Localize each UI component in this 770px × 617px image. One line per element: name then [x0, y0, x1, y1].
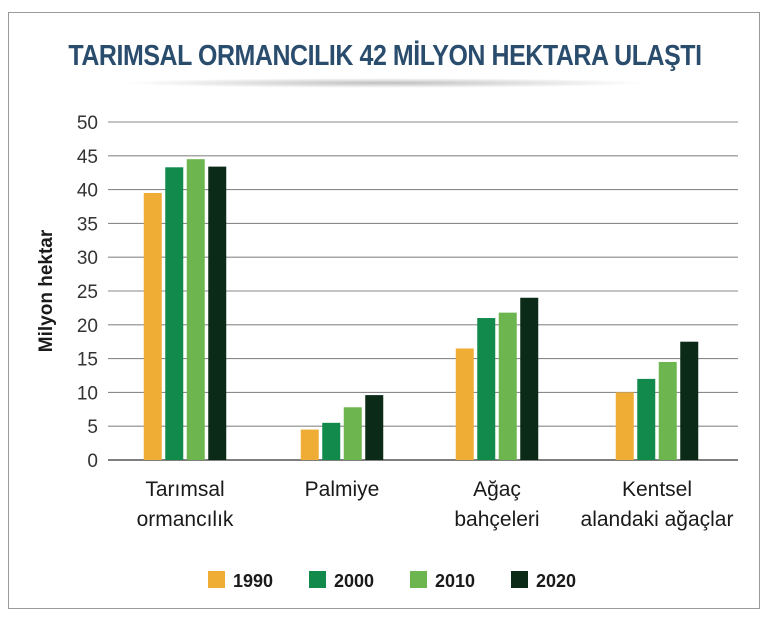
- bar-2010: [186, 159, 205, 460]
- bars: [143, 159, 699, 461]
- category-labels: Tarımsal ormancılık Palmiye Ağaç bahçeleri Ke…: [137, 478, 734, 531]
- legend-swatch-2020: [511, 571, 528, 588]
- y-tick-label: 50: [77, 113, 98, 134]
- bar-1990: [300, 429, 319, 460]
- bar-1990: [455, 348, 474, 460]
- bar-2000: [477, 318, 496, 460]
- bar-2020: [680, 341, 699, 460]
- category-label: Tarımsal: [145, 478, 224, 501]
- bar-2020: [520, 297, 539, 460]
- bar-1990: [143, 192, 162, 461]
- bar-2010: [498, 312, 517, 460]
- bar-2020: [365, 395, 384, 460]
- category-label: Ağaç: [473, 478, 521, 501]
- title-shadow: [120, 78, 650, 88]
- y-tick-label: 10: [77, 383, 98, 404]
- category-label: bahçeleri: [454, 508, 539, 531]
- bar-2010: [343, 407, 362, 460]
- bar-2010: [658, 361, 677, 460]
- category-label: Palmiye: [305, 478, 380, 501]
- legend-swatch-1990: [208, 571, 225, 588]
- legend-swatch-2010: [410, 571, 427, 588]
- legend: 1990 2000 2010 2020: [208, 571, 576, 591]
- category-label: Kentsel: [622, 478, 692, 501]
- y-tick-label: 40: [77, 181, 98, 202]
- y-tick-label: 15: [77, 350, 98, 371]
- category-label: ormancılık: [137, 508, 234, 531]
- bar-2000: [637, 378, 656, 460]
- bar-2020: [208, 166, 227, 460]
- y-tick-label: 0: [87, 451, 98, 472]
- legend-swatch-2000: [309, 571, 326, 588]
- chart-title: TARIMSAL ORMANCILIK 42 MİLYON HEKTARA UL…: [68, 40, 702, 72]
- bar-2000: [165, 167, 184, 461]
- y-tick-label: 45: [77, 147, 98, 168]
- legend-label: 2000: [334, 571, 374, 591]
- chart-frame: [8, 12, 760, 609]
- bar-2000: [322, 422, 341, 460]
- category-label: alandaki ağaçlar: [581, 508, 734, 531]
- y-tick-label: 25: [77, 282, 98, 303]
- y-tick-label: 35: [77, 214, 98, 235]
- legend-label: 2010: [435, 571, 475, 591]
- bar-1990: [615, 392, 634, 460]
- y-axis-ticks: 0 5 10 15 20 25 30 35 40 45 50: [77, 113, 98, 472]
- legend-label: 1990: [233, 571, 273, 591]
- y-tick-label: 20: [77, 316, 98, 337]
- y-tick-label: 5: [87, 417, 98, 438]
- y-tick-label: 30: [77, 248, 98, 269]
- legend-label: 2020: [536, 571, 576, 591]
- y-axis-label: Milyon hektar: [36, 229, 57, 352]
